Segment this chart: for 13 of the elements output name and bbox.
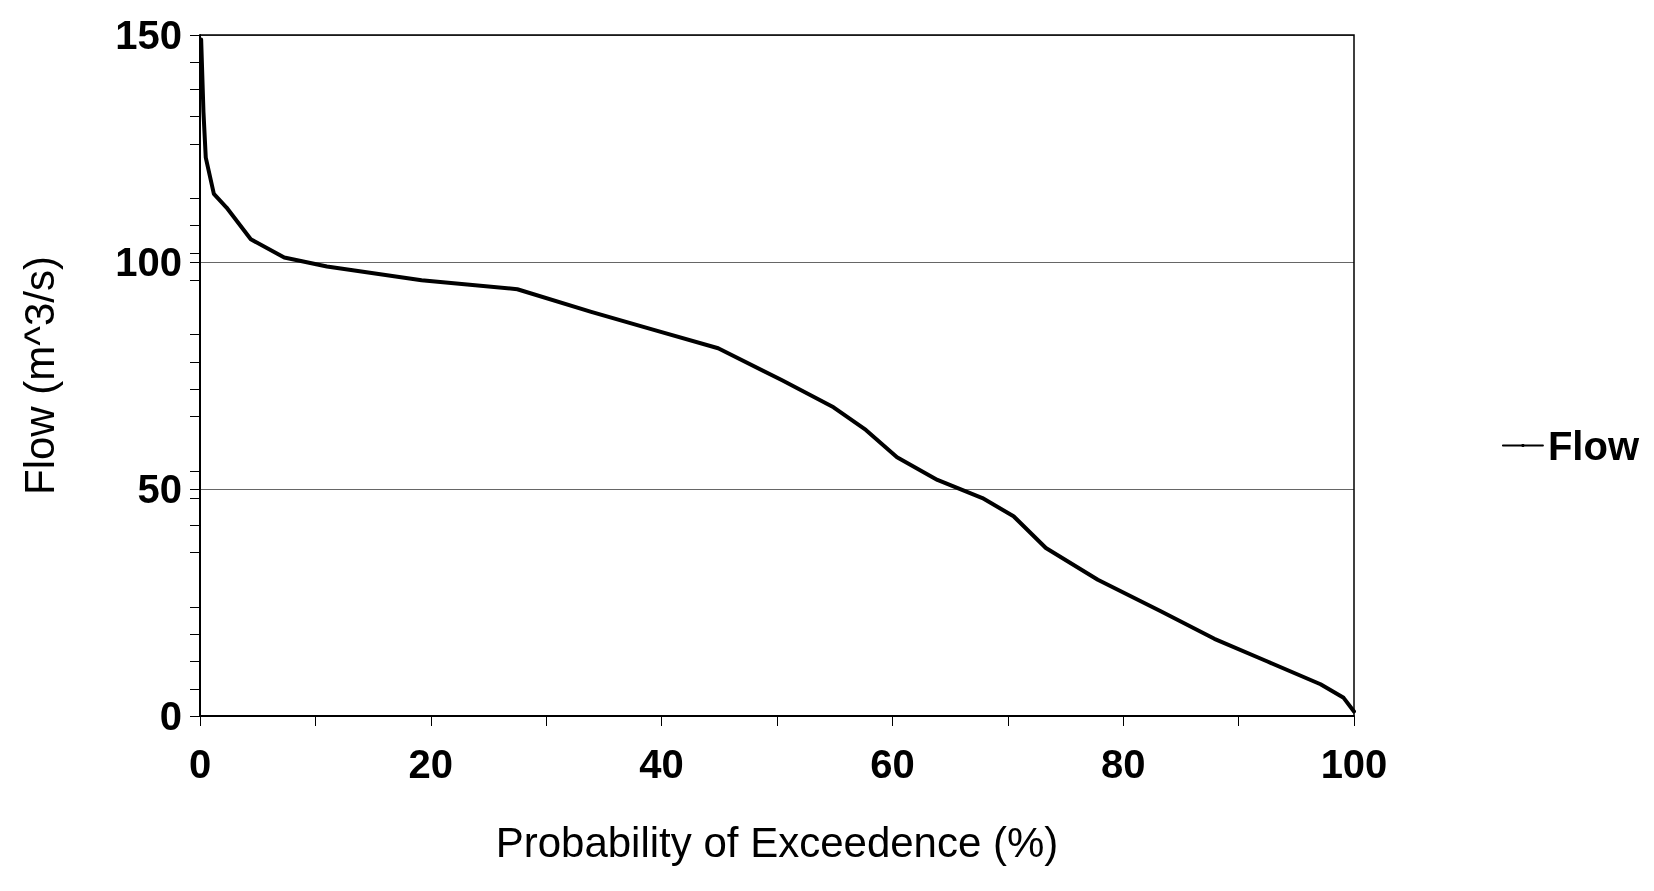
y-axis-title: Flow (m^3/s)	[15, 255, 63, 496]
x-tick-label: 80	[1100, 742, 1146, 786]
x-tick-label: 60	[870, 742, 915, 786]
y-tick-label: 150	[115, 13, 182, 57]
y-tick-label: 0	[159, 694, 182, 738]
y-tick-label: 100	[115, 240, 182, 284]
x-axis-title: Probability of Exceedence (%)	[495, 818, 1059, 866]
x-tick-label: 100	[1320, 742, 1388, 786]
legend-label: Flow	[1547, 423, 1640, 468]
x-tick-label: 0	[188, 742, 212, 786]
y-tick-label: 50	[137, 467, 182, 511]
x-tick-label: 20	[408, 742, 454, 786]
x-tick-label: 40	[639, 742, 684, 786]
